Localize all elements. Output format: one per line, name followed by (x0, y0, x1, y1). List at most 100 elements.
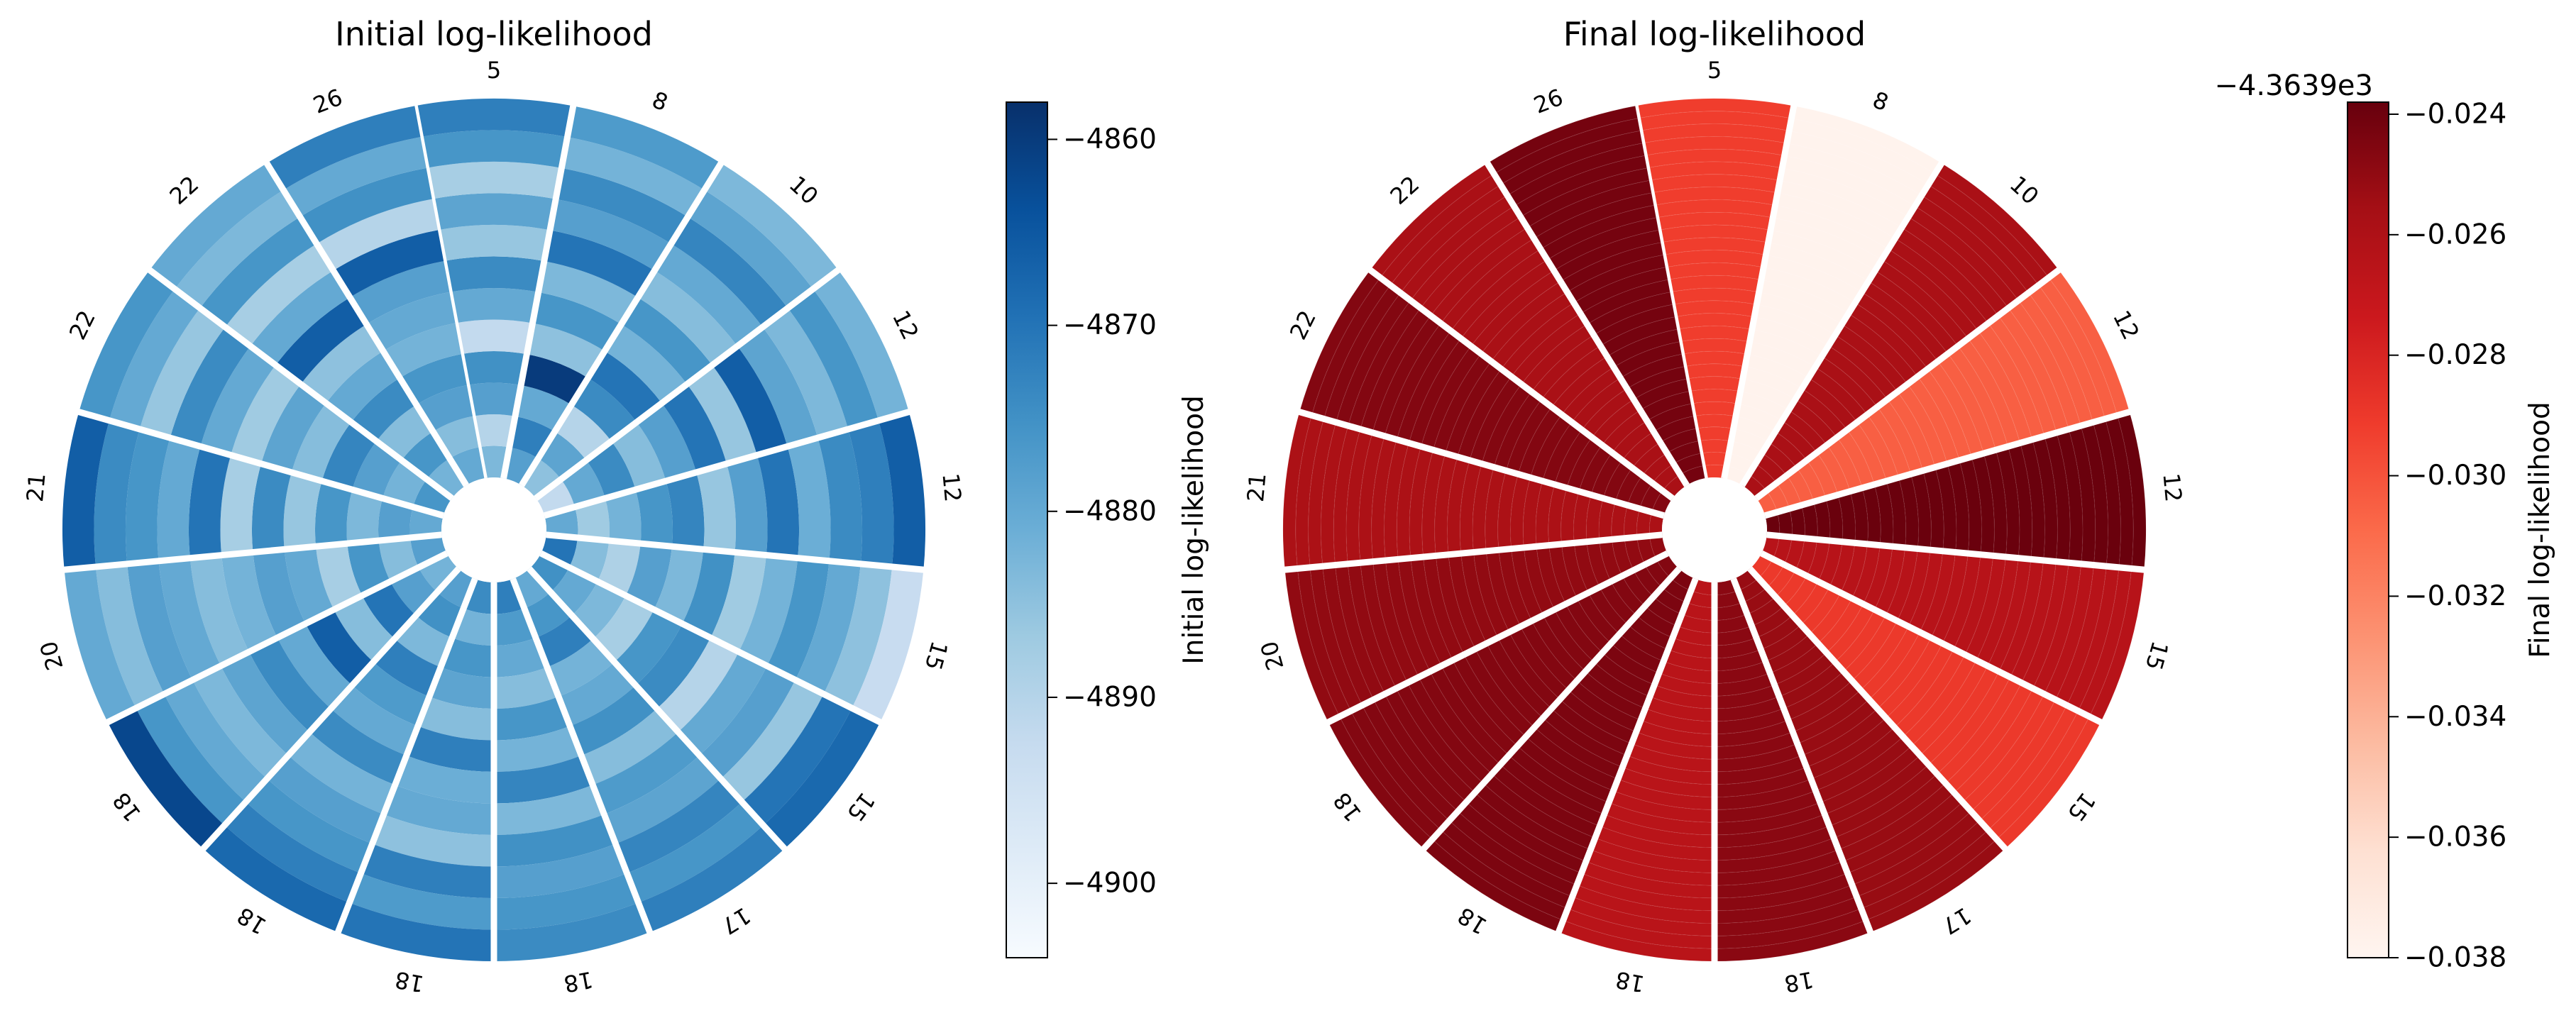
heatmap-cell (414, 98, 573, 138)
heatmap-cell (426, 162, 562, 199)
heatmap-cell (349, 873, 494, 930)
heatmap-cell (188, 446, 231, 558)
final-polar-heatmap (1282, 98, 2147, 964)
heatmap-cell (795, 560, 861, 695)
heatmap-cell (352, 441, 402, 499)
heatmap-cell (1690, 401, 1739, 417)
heatmap-cell (593, 731, 700, 814)
heatmap-cell (395, 615, 453, 668)
sector-label: 12 (2108, 306, 2145, 343)
heatmap-cell (347, 541, 391, 596)
sector-label: 20 (1255, 638, 1289, 674)
heatmap-cell (1633, 378, 1690, 411)
sector-separator (543, 408, 913, 519)
sector-separator (145, 265, 454, 501)
heatmap-cell (611, 422, 666, 490)
heatmap-cell (494, 637, 547, 677)
heatmap-cell (192, 665, 289, 779)
heatmap-cell (261, 384, 326, 472)
sector-separator (1365, 265, 1675, 501)
heatmap-cell (410, 534, 447, 568)
heatmap-cell (321, 422, 377, 490)
heatmap-cell (586, 441, 636, 499)
heatmap-cell (382, 323, 461, 378)
sector-separator (1760, 550, 2105, 726)
heatmap-cell (666, 472, 705, 550)
heatmap-cell (1540, 204, 1657, 260)
sector-separator (1324, 550, 1669, 726)
heatmap-cell (541, 534, 578, 568)
heatmap-cell (1493, 118, 1641, 186)
heatmap-cell (267, 755, 384, 844)
heatmap-cell (136, 694, 246, 826)
heatmap-cell (277, 624, 353, 709)
heatmap-cell (350, 261, 450, 325)
heatmap-cell (597, 541, 641, 596)
heatmap-cell (224, 802, 361, 903)
sector-separator (199, 566, 461, 853)
sector-separator (1739, 159, 1947, 487)
heatmap-cell (1692, 414, 1736, 429)
sector-separator (1754, 265, 2064, 501)
heatmap-cell (1580, 279, 1670, 325)
colorbar-tick-label: −4870 (1063, 309, 1157, 341)
heatmap-cell (688, 189, 813, 309)
heatmap-cell (1566, 254, 1666, 304)
initial-polar-heatmap (61, 98, 927, 964)
heatmap-cell (248, 637, 331, 732)
heatmap-cell (94, 420, 140, 567)
initial-colorbar-gradient (1006, 101, 1048, 958)
heatmap-cell (712, 345, 788, 455)
heatmap-cell (246, 778, 373, 873)
sector-label: 8 (1869, 86, 1893, 116)
sector-separator (546, 531, 927, 573)
sector-separator (1282, 531, 1663, 573)
initial-loglik-panel: Initial log-likelihood 5 8 10 12 12 15 15 17 18 1… (21, 15, 967, 997)
heatmap-cell (283, 472, 322, 550)
heatmap-cell (126, 428, 170, 564)
heatmap-cell (1560, 242, 1664, 293)
sector-label: 26 (1530, 84, 1567, 119)
heatmap-cell (189, 555, 249, 666)
heatmap-cell (1499, 130, 1643, 197)
sector-separator (1482, 159, 1690, 487)
heatmap-cell (704, 163, 839, 289)
final-loglik-panel: Final log-likelihood 5 8 10 12 12 15 15 17 18 18 1… (1242, 15, 2187, 997)
heatmap-cell (637, 270, 738, 365)
heatmap-cell (317, 199, 438, 271)
final-colorbar: −4.3639e3 −0.024 −0.026 −0.028 −0.030 −0.032… (2214, 70, 2556, 974)
heatmap-cell (637, 403, 697, 482)
sector-separator (1766, 531, 2147, 573)
colorbar-tick-label: −0.030 (2404, 460, 2506, 492)
colorbar-tick-label: −4900 (1063, 868, 1157, 900)
heatmap-cell (1593, 304, 1675, 347)
heatmap-cell (1573, 267, 1668, 314)
heatmap-cell (1520, 167, 1650, 228)
sector-label: 22 (165, 170, 204, 210)
colorbar-tick-label: −0.024 (2404, 98, 2506, 130)
sector-separator (75, 408, 445, 519)
heatmap-cell (346, 489, 383, 544)
heatmap-cell (437, 225, 551, 262)
heatmap-cell (494, 902, 650, 961)
heatmap-cell (231, 365, 301, 464)
sector-label: 22 (1284, 306, 1321, 343)
heatmap-cell (444, 256, 544, 292)
sector-separator (527, 566, 789, 853)
heatmap-cell (823, 563, 893, 709)
sector-label: 17 (717, 902, 756, 940)
final-colorbar-ticks: −0.024 −0.026 −0.028 −0.030 −0.032 −0.034 −0.0… (2389, 98, 2506, 974)
initial-colorbar-label: Initial log-likelihood (1178, 395, 1210, 665)
sector-label: 18 (107, 787, 146, 826)
heatmap-cell (1619, 353, 1685, 389)
heatmap-cell (95, 563, 165, 709)
heatmap-cell (494, 667, 559, 709)
heatmap-cell (473, 414, 515, 448)
sector-label: 20 (35, 638, 69, 674)
sector-label: 18 (1613, 966, 1646, 998)
heatmap-cell (449, 447, 485, 486)
colorbar-tick-label: −0.026 (2404, 218, 2506, 250)
heatmap-cell (305, 609, 374, 686)
sector-separator (104, 550, 448, 726)
heatmap-cell (420, 130, 568, 168)
